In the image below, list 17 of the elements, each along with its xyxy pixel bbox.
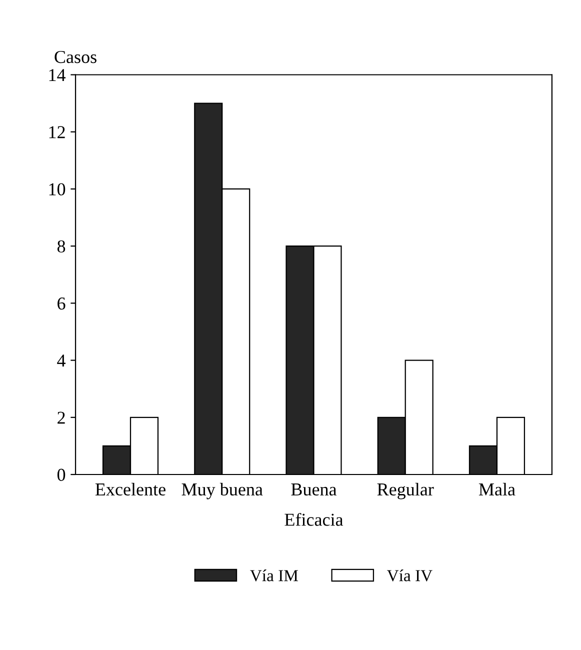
- x-tick-label: Mala: [478, 482, 516, 496]
- y-tick-label: 6: [58, 297, 66, 310]
- x-tick-label: Muy buena: [182, 482, 263, 500]
- legend-label: Vía IV: [386, 570, 432, 582]
- x-tick-label: Excelente: [95, 482, 166, 496]
- x-tick-label: Buena: [291, 484, 337, 496]
- y-tick-label: 10: [49, 183, 66, 196]
- x-axis-title: Eficacia: [284, 512, 344, 526]
- y-tick-label: 2: [58, 412, 65, 424]
- y-axis-title: Casos: [54, 50, 96, 64]
- y-tick-label: 0: [57, 468, 66, 481]
- y-tick-label: 4: [57, 354, 66, 367]
- x-tick-label: Regular: [377, 482, 434, 500]
- y-tick-label: 14: [49, 69, 66, 82]
- y-tick-label: 8: [57, 240, 66, 253]
- y-tick-label: 12: [49, 126, 65, 138]
- legend-label: Vía IM: [250, 570, 298, 582]
